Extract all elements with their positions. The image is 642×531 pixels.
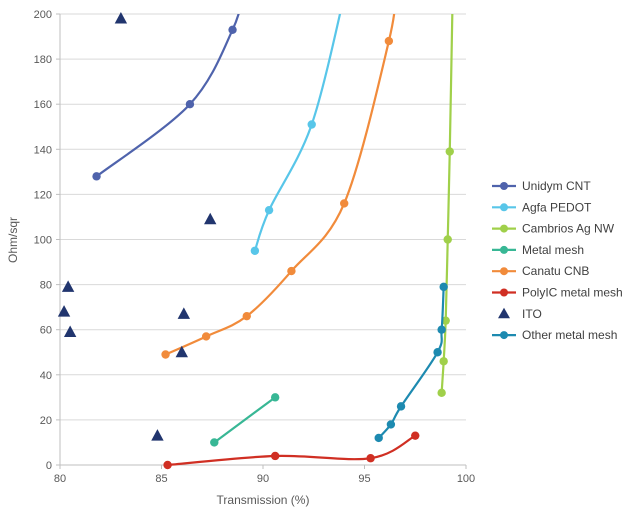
y-axis-title: Ohm/sqr: [6, 217, 20, 263]
data-point: [439, 357, 448, 366]
series-cambrios-ag-nw: [437, 14, 454, 398]
data-point: [374, 433, 383, 443]
legend-circle-marker: [500, 203, 508, 212]
series-polyic-metal-mesh: [163, 431, 420, 470]
series-line: [253, 14, 342, 252]
data-point: [340, 199, 349, 208]
data-point: [437, 388, 446, 398]
legend-circle-marker: [500, 245, 508, 254]
data-point: [433, 348, 442, 357]
legend-circle-marker: [500, 182, 508, 190]
data-point: [437, 325, 446, 334]
series-agfa-pedot: [250, 14, 342, 255]
data-point-triangle: [61, 280, 75, 292]
data-point: [443, 235, 452, 244]
y-tick-label: 20: [40, 415, 52, 427]
y-tick-label: 180: [34, 54, 52, 66]
y-tick-label: 160: [34, 99, 52, 111]
legend-label: PolyIC metal mesh: [522, 286, 623, 300]
data-point: [396, 402, 406, 411]
legend-circle-marker: [500, 224, 508, 233]
legend-label: ITO: [522, 307, 542, 321]
legend-item: Unidym CNT: [492, 179, 591, 193]
y-tick-label: 80: [40, 280, 52, 292]
legend-item: Agfa PEDOT: [492, 200, 592, 214]
series-layer: [57, 12, 454, 470]
data-point: [386, 420, 396, 429]
legend-label: Cambrios Ag NW: [522, 222, 615, 236]
data-point: [161, 350, 170, 359]
legend-triangle-marker: [498, 307, 510, 319]
series-line: [166, 434, 417, 467]
data-point: [411, 431, 420, 440]
data-point: [264, 205, 274, 215]
y-tick-label: 100: [34, 235, 52, 247]
data-point: [163, 460, 172, 470]
series-line: [377, 285, 445, 440]
series-line: [95, 14, 240, 178]
x-axis-title: Transmission (%): [217, 493, 310, 507]
legend-label: Agfa PEDOT: [522, 200, 592, 214]
data-point: [242, 311, 251, 321]
series-ito: [57, 12, 217, 441]
data-point: [307, 120, 316, 129]
data-point: [384, 36, 394, 46]
grid-layer: [60, 13, 466, 421]
data-point-triangle: [204, 212, 217, 225]
series-line: [213, 396, 277, 444]
data-point-triangle: [175, 345, 188, 358]
legend-label: Metal mesh: [522, 243, 584, 257]
data-point: [366, 454, 375, 463]
legend-item: Cambrios Ag NW: [492, 222, 615, 236]
legend-item: Canatu CNB: [492, 264, 589, 278]
x-tick-label: 100: [457, 473, 475, 485]
series-line: [164, 14, 396, 356]
series-metal-mesh: [210, 393, 280, 447]
legend: Unidym CNT Agfa PEDOT Cambrios Ag NW Metal …: [492, 179, 623, 342]
legend-label: Other metal mesh: [522, 328, 617, 342]
series-canatu-cnb: [161, 14, 396, 359]
data-point: [210, 438, 219, 447]
legend-item: Metal mesh: [492, 243, 584, 257]
legend-label: Unidym CNT: [522, 179, 591, 193]
data-point-triangle: [114, 12, 128, 24]
data-point: [287, 266, 296, 276]
x-tick-label: 95: [358, 473, 370, 485]
data-point-triangle: [177, 307, 191, 319]
legend-circle-marker: [500, 331, 508, 340]
data-point: [441, 316, 450, 325]
y-tick-label: 40: [40, 370, 52, 382]
x-tick-label: 80: [54, 473, 66, 485]
y-tick-label: 60: [40, 325, 52, 337]
legend-circle-marker: [500, 288, 508, 297]
y-tick-label: 140: [34, 144, 52, 156]
data-point: [270, 393, 280, 402]
series-other-metal-mesh: [374, 282, 448, 443]
x-tick-label: 90: [257, 473, 269, 485]
data-point: [228, 25, 237, 34]
axes-layer: 80 85 90 95 100 0 20 40 60 80 100 120 140 160 180 200: [34, 9, 476, 485]
legend-circle-marker: [500, 267, 508, 276]
data-point-triangle: [57, 305, 71, 317]
data-point-triangle: [151, 429, 164, 441]
x-tick-label: 85: [155, 473, 167, 485]
data-point-triangle: [63, 325, 77, 337]
data-point: [92, 172, 101, 181]
data-point: [270, 451, 280, 461]
series-unidym-cnt: [92, 14, 240, 181]
legend-item: PolyIC metal mesh: [492, 286, 623, 300]
y-tick-label: 200: [34, 9, 52, 21]
data-point: [445, 147, 454, 156]
y-tick-label: 120: [34, 189, 52, 201]
legend-label: Canatu CNB: [522, 264, 589, 278]
data-point: [201, 332, 211, 341]
data-point: [250, 246, 260, 255]
y-tick-label: 0: [46, 460, 52, 472]
legend-item: ITO: [498, 307, 542, 321]
data-point: [439, 282, 448, 292]
data-point: [185, 100, 195, 109]
legend-item: Other metal mesh: [492, 328, 617, 342]
